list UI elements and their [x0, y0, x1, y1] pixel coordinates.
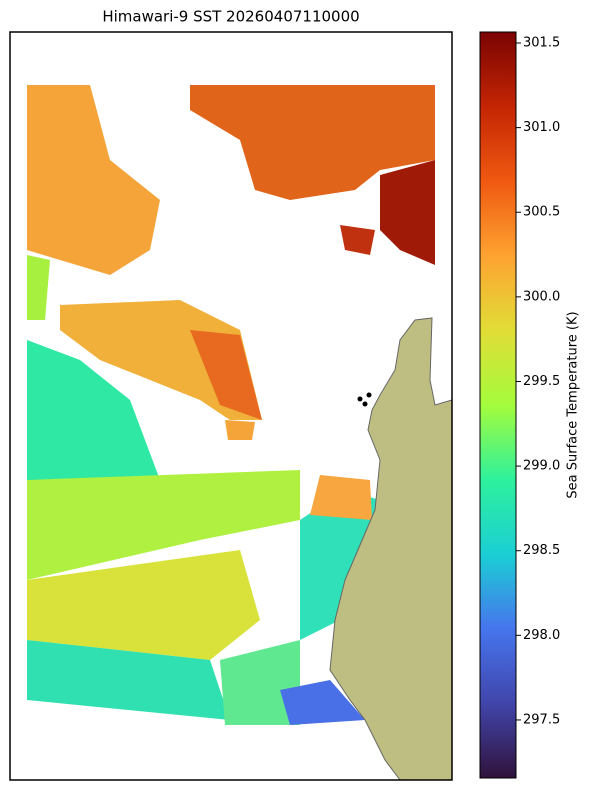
colorbar-tick-label: 298.5	[523, 543, 560, 558]
colorbar-tick-label: 301.0	[523, 120, 560, 135]
colorbar-tick-label: 301.5	[523, 36, 560, 51]
sst-field	[27, 85, 435, 725]
station	[362, 401, 368, 407]
colorbar-tick-label: 298.0	[523, 628, 560, 643]
station	[357, 396, 363, 402]
colorbar-tick-label: 300.0	[523, 289, 560, 304]
map-title: Himawari-9 SST 20260407110000	[102, 8, 359, 26]
colorbar-label: Sea Surface Temperature (K)	[566, 311, 581, 498]
map-frame	[9, 31, 453, 781]
colorbar-tick-label: 300.5	[523, 205, 560, 220]
colorbar-tick-label: 297.5	[523, 712, 560, 727]
colorbar-tick-label: 299.0	[523, 459, 560, 474]
station	[366, 392, 372, 398]
land	[329, 317, 452, 780]
colorbar	[479, 31, 517, 779]
colorbar-tick-label: 299.5	[523, 374, 560, 389]
